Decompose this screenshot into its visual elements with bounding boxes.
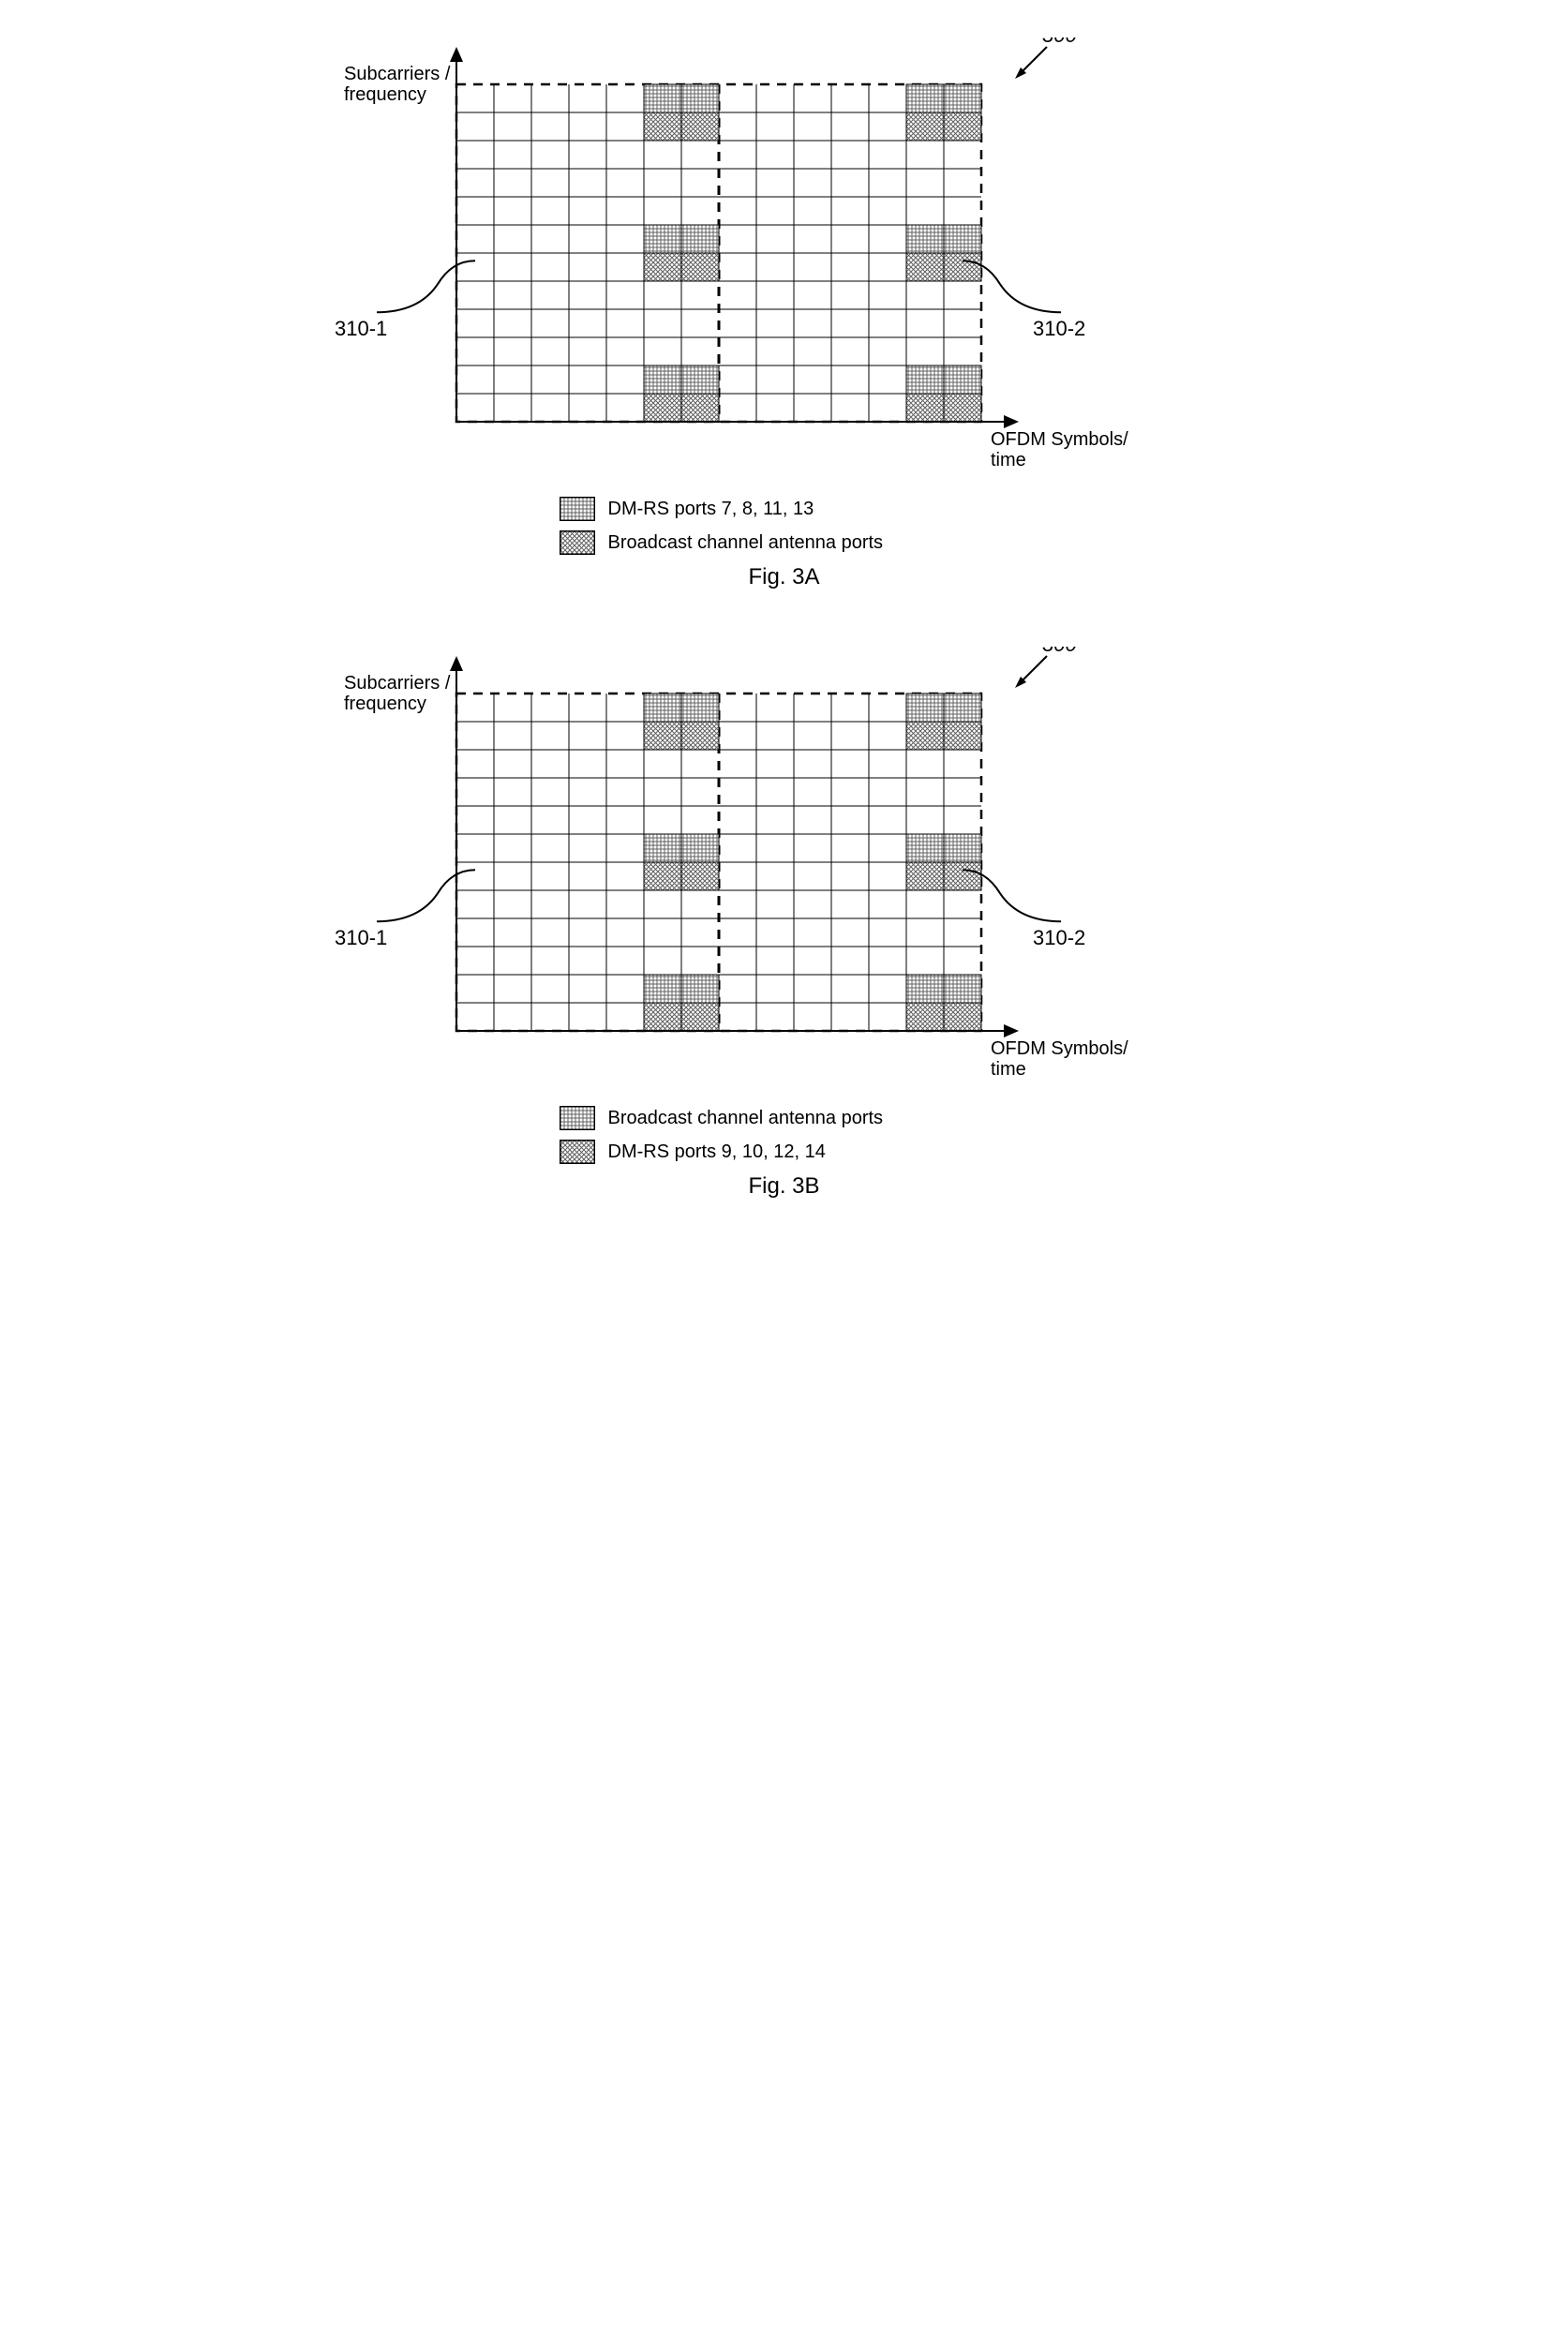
legend-swatch-cross: [560, 530, 595, 555]
legend: Broadcast channel antenna ports DM-RS po…: [560, 1106, 1253, 1164]
legend-swatch-grid: [560, 497, 595, 521]
legend-text: DM-RS ports 7, 8, 11, 13: [608, 499, 814, 520]
figure-caption: Fig. 3A: [316, 564, 1253, 590]
legend-item: DM-RS ports 9, 10, 12, 14: [560, 1140, 1253, 1164]
legend-item: Broadcast channel antenna ports: [560, 1106, 1253, 1130]
legend: DM-RS ports 7, 8, 11, 13 Broadcast chann…: [560, 497, 1253, 555]
ref-number: 300: [1042, 37, 1077, 47]
slot-label-right: 310-2: [1033, 317, 1085, 340]
resource-grid: Subcarriers /frequency OFDM Symbols/time 3…: [316, 647, 1141, 1087]
legend-swatch-grid: [560, 1106, 595, 1130]
legend-text: Broadcast channel antenna ports: [608, 532, 884, 554]
legend-item: Broadcast channel antenna ports: [560, 530, 1253, 555]
ref-number: 300: [1042, 647, 1077, 656]
x-axis-label: OFDM Symbols/time: [991, 429, 1128, 470]
legend-text: Broadcast channel antenna ports: [608, 1108, 884, 1129]
y-axis-label: Subcarriers /frequency: [344, 673, 451, 714]
fig3b: Subcarriers /frequency OFDM Symbols/time 3…: [316, 647, 1253, 1200]
legend-swatch-cross: [560, 1140, 595, 1164]
legend-item: DM-RS ports 7, 8, 11, 13: [560, 497, 1253, 521]
slot-label-right: 310-2: [1033, 926, 1085, 949]
fig3a: Subcarriers /frequency OFDM Symbols/time 3…: [316, 37, 1253, 590]
resource-grid: Subcarriers /frequency OFDM Symbols/time 3…: [316, 37, 1141, 478]
y-axis-label: Subcarriers /frequency: [344, 64, 451, 105]
x-axis-label: OFDM Symbols/time: [991, 1038, 1128, 1080]
figure-caption: Fig. 3B: [316, 1173, 1253, 1200]
legend-text: DM-RS ports 9, 10, 12, 14: [608, 1141, 826, 1163]
slot-label-left: 310-1: [335, 317, 387, 340]
slot-label-left: 310-1: [335, 926, 387, 949]
